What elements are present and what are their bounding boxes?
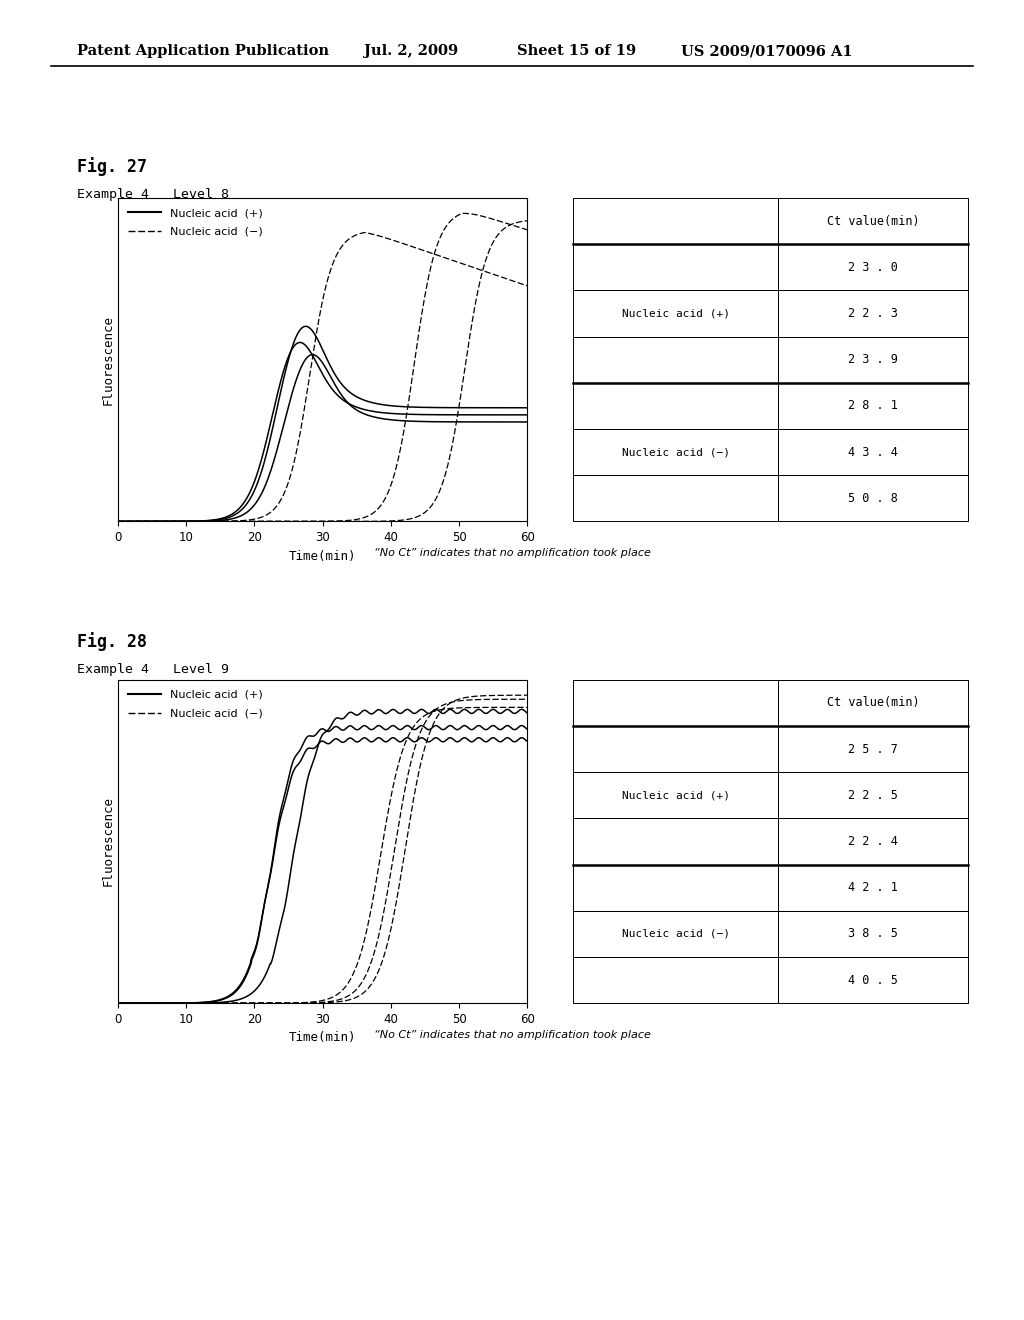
Text: 2 3 . 9: 2 3 . 9	[848, 354, 898, 366]
Text: 2 2 . 5: 2 2 . 5	[848, 789, 898, 801]
Text: “No Ct” indicates that no amplification took place: “No Ct” indicates that no amplification …	[374, 548, 650, 558]
Text: 2 5 . 7: 2 5 . 7	[848, 743, 898, 755]
Text: Patent Application Publication: Patent Application Publication	[77, 45, 329, 58]
Text: 2 2 . 4: 2 2 . 4	[848, 836, 898, 847]
Y-axis label: Fluorescence: Fluorescence	[102, 314, 115, 405]
Text: Sheet 15 of 19: Sheet 15 of 19	[517, 45, 636, 58]
Text: 2 2 . 3: 2 2 . 3	[848, 308, 898, 319]
Text: Nucleic acid (+): Nucleic acid (+)	[622, 791, 730, 800]
Text: Ct value(min): Ct value(min)	[826, 697, 920, 709]
Text: Jul. 2, 2009: Jul. 2, 2009	[364, 45, 458, 58]
Text: Nucleic acid (−): Nucleic acid (−)	[622, 929, 730, 939]
Text: Example 4   Level 8: Example 4 Level 8	[77, 187, 228, 201]
Legend: Nucleic acid  (+), Nucleic acid  (−): Nucleic acid (+), Nucleic acid (−)	[123, 203, 267, 242]
X-axis label: Time(min): Time(min)	[289, 1031, 356, 1044]
Text: US 2009/0170096 A1: US 2009/0170096 A1	[681, 45, 853, 58]
Text: 4 2 . 1: 4 2 . 1	[848, 882, 898, 894]
Text: 4 0 . 5: 4 0 . 5	[848, 974, 898, 986]
Text: Ct value(min): Ct value(min)	[826, 215, 920, 227]
Text: Nucleic acid (+): Nucleic acid (+)	[622, 309, 730, 318]
Legend: Nucleic acid  (+), Nucleic acid  (−): Nucleic acid (+), Nucleic acid (−)	[123, 685, 267, 723]
Text: Fig. 27: Fig. 27	[77, 157, 146, 176]
Text: “No Ct” indicates that no amplification took place: “No Ct” indicates that no amplification …	[374, 1030, 650, 1040]
Text: 2 3 . 0: 2 3 . 0	[848, 261, 898, 273]
X-axis label: Time(min): Time(min)	[289, 549, 356, 562]
Text: 5 0 . 8: 5 0 . 8	[848, 492, 898, 504]
Text: 3 8 . 5: 3 8 . 5	[848, 928, 898, 940]
Text: Nucleic acid (−): Nucleic acid (−)	[622, 447, 730, 457]
Text: 2 8 . 1: 2 8 . 1	[848, 400, 898, 412]
Text: Fig. 28: Fig. 28	[77, 632, 146, 651]
Text: 4 3 . 4: 4 3 . 4	[848, 446, 898, 458]
Text: Example 4   Level 9: Example 4 Level 9	[77, 663, 228, 676]
Y-axis label: Fluorescence: Fluorescence	[102, 796, 115, 887]
